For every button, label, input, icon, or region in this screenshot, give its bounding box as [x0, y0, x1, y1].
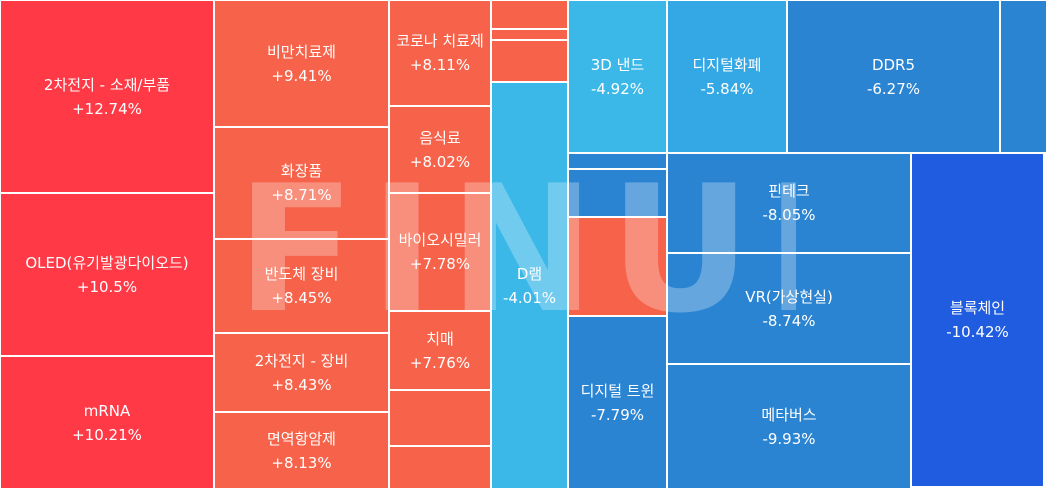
treemap-tile[interactable]: DDR5 -6.27%	[787, 0, 1000, 153]
treemap-tile[interactable]: 코로나 치료제 +8.11%	[389, 0, 491, 106]
tile-name: 면역항암제	[266, 429, 336, 448]
treemap-tile[interactable]: 3D 낸드 -4.92%	[568, 0, 667, 153]
treemap-tile[interactable]: 비만치료제 +9.41%	[214, 0, 389, 127]
treemap-tile[interactable]: 반도체 장비 +8.45%	[214, 239, 389, 333]
treemap-tile[interactable]: 디지털 트윈 -7.79%	[568, 316, 667, 489]
tile-change: +8.11%	[409, 56, 471, 74]
tile-change: +10.5%	[76, 277, 138, 296]
treemap-tile-small[interactable]	[491, 0, 568, 29]
tile-name: VR(가상현실)	[745, 287, 833, 306]
tile-change: +8.43%	[271, 375, 332, 394]
treemap-tile[interactable]: 블록체인 -10.42%	[911, 153, 1044, 487]
tile-change: -5.84%	[700, 79, 754, 98]
tile-name: 디지털화폐	[692, 55, 762, 74]
treemap-tile-small[interactable]	[568, 217, 667, 316]
treemap-tile[interactable]: 치매 +7.76%	[389, 311, 491, 390]
tile-name: 핀테크	[768, 182, 810, 200]
tile-change: +8.13%	[271, 453, 332, 472]
tile-name: 메타버스	[761, 405, 817, 424]
tile-name: 블록체인	[949, 299, 1006, 317]
tile-change: -6.27%	[866, 79, 921, 98]
tile-name: 2차전지 - 소재/부품	[43, 75, 171, 94]
tile-name: D램	[516, 264, 543, 283]
treemap-tile-small[interactable]	[568, 153, 667, 169]
tile-name: 비만치료제	[266, 42, 336, 61]
tile-name: 바이오시밀러	[398, 231, 482, 249]
treemap-tile-small[interactable]	[1000, 0, 1047, 153]
tile-change: +7.76%	[409, 353, 471, 372]
tile-name: 코로나 치료제	[396, 32, 484, 50]
tile-change: -9.93%	[762, 429, 816, 448]
tile-change: +7.78%	[409, 255, 471, 273]
tile-name: 2차전지 - 장비	[254, 351, 349, 370]
treemap-tile[interactable]: mRNA +10.21%	[0, 356, 214, 489]
treemap-tile[interactable]: D램 -4.01%	[491, 82, 568, 489]
treemap-tile[interactable]: 2차전지 - 장비 +8.43%	[214, 333, 389, 412]
tile-change: -8.05%	[762, 206, 816, 224]
tile-name: 화장품	[280, 162, 323, 180]
tile-name: DDR5	[871, 55, 916, 74]
tile-change: +8.45%	[271, 289, 332, 307]
tile-name: OLED(유기발광다이오드)	[25, 253, 189, 272]
tile-change: +8.71%	[271, 186, 332, 204]
tile-change: +12.74%	[72, 99, 142, 118]
treemap-tile[interactable]: 디지털화폐 -5.84%	[667, 0, 787, 153]
treemap-tile-small[interactable]	[568, 169, 667, 217]
tile-name: mRNA	[83, 401, 131, 420]
treemap-tile-small[interactable]	[389, 446, 491, 489]
tile-name: 치매	[426, 329, 454, 348]
treemap-tile[interactable]: 핀테크 -8.05%	[667, 153, 911, 253]
treemap-tile-small[interactable]	[389, 390, 491, 446]
treemap-tile[interactable]: 바이오시밀러 +7.78%	[389, 193, 491, 311]
tile-change: +8.02%	[409, 152, 471, 171]
tile-change: +9.41%	[271, 66, 332, 85]
treemap-tile[interactable]: 면역항암제 +8.13%	[214, 412, 389, 489]
tile-name: 음식료	[419, 128, 461, 147]
treemap-tile[interactable]: OLED(유기발광다이오드) +10.5%	[0, 193, 214, 356]
treemap-tile[interactable]: 화장품 +8.71%	[214, 127, 389, 239]
tile-name: 3D 낸드	[590, 55, 645, 74]
tile-name: 디지털 트윈	[580, 381, 655, 400]
treemap-tile[interactable]: 2차전지 - 소재/부품 +12.74%	[0, 0, 214, 193]
tile-change: -7.79%	[590, 405, 645, 424]
treemap-tile[interactable]: 음식료 +8.02%	[389, 106, 491, 193]
treemap-tile-small[interactable]	[491, 29, 568, 40]
tile-name: 반도체 장비	[264, 265, 339, 283]
tile-change: -8.74%	[762, 311, 816, 330]
tile-change: -10.42%	[946, 323, 1009, 341]
tile-change: -4.01%	[502, 288, 557, 307]
treemap-tile-small[interactable]	[491, 40, 568, 82]
treemap-tile[interactable]: VR(가상현실) -8.74%	[667, 253, 911, 364]
tile-change: +10.21%	[72, 425, 142, 444]
treemap-tile[interactable]: 메타버스 -9.93%	[667, 364, 911, 489]
tile-change: -4.92%	[590, 79, 645, 98]
